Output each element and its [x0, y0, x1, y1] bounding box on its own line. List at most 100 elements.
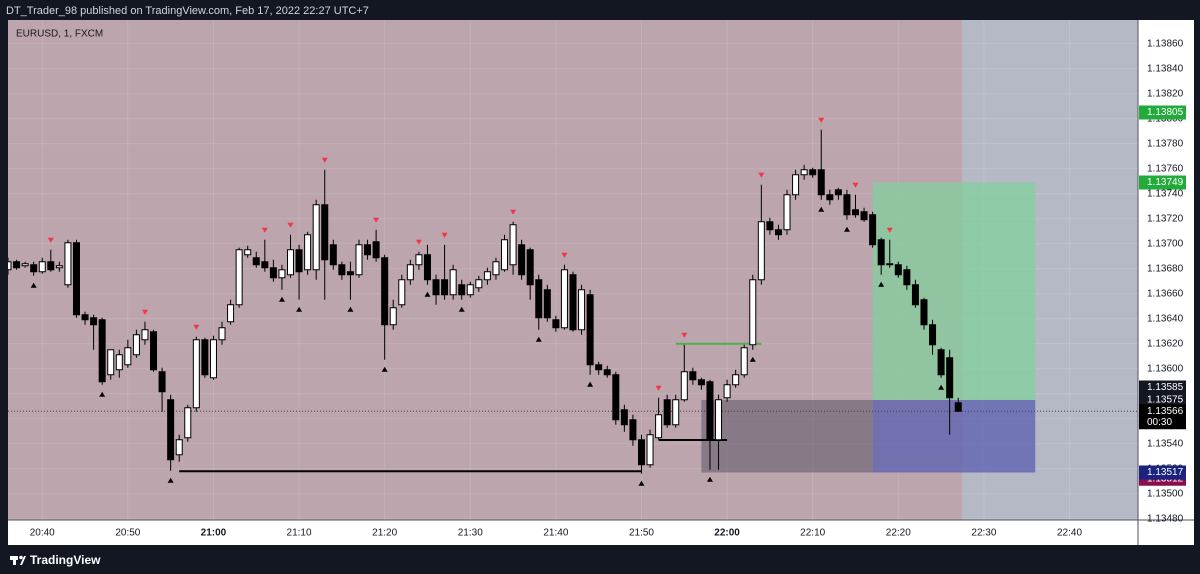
candle-body: [72, 242, 80, 316]
fractal-down: [938, 384, 945, 390]
fractal-up: [561, 252, 568, 258]
candle-body: [663, 399, 671, 426]
candle-body: [560, 269, 568, 329]
y-tick-label: 1.13660: [1147, 288, 1184, 299]
price-label-box: [1139, 465, 1186, 480]
candle-body: [346, 271, 354, 276]
candle-body: [817, 169, 825, 196]
x-tick-label: 22:00: [714, 528, 740, 539]
target-zone: [872, 182, 1036, 400]
price-label: 1.13575: [1147, 395, 1184, 406]
candle-body: [13, 261, 21, 269]
x-tick-label: 20:50: [115, 528, 140, 539]
y-tick-label: 1.13820: [1147, 88, 1184, 99]
zone-box: [701, 400, 873, 473]
candle-body: [672, 399, 680, 426]
candle-body: [295, 249, 303, 273]
candle-body: [697, 379, 705, 386]
candle-body: [184, 407, 192, 439]
fractal-down: [278, 296, 285, 302]
candle-body: [689, 371, 697, 381]
fractal-down: [818, 206, 825, 212]
candle-body: [903, 269, 911, 286]
fractal-down: [458, 306, 465, 312]
price-label: 1.13749: [1147, 177, 1184, 188]
candle-body: [595, 364, 603, 371]
y-tick-label: 1.13620: [1147, 338, 1184, 349]
candle-body: [98, 319, 106, 383]
fractal-up: [681, 332, 688, 338]
candle-body: [209, 339, 217, 379]
price-label: 1.13517: [1147, 467, 1184, 478]
price-label-box: [1139, 380, 1186, 395]
candle-body: [920, 299, 928, 326]
y-tick-label: 1.13760: [1147, 163, 1184, 174]
fractal-up: [510, 209, 517, 215]
candle-body: [175, 439, 183, 456]
candle-body: [406, 264, 414, 281]
fractal-up: [47, 237, 54, 243]
candle-body: [869, 214, 877, 246]
candle-body: [458, 284, 466, 296]
price-label-box: [1139, 175, 1186, 190]
candle-body: [269, 267, 277, 279]
candle-body: [132, 334, 140, 356]
fractal-down: [167, 477, 174, 483]
candle-body: [321, 204, 329, 261]
candle-body: [509, 224, 517, 266]
candle-body: [107, 349, 115, 376]
candle-body: [843, 194, 851, 216]
fractal-down: [424, 291, 431, 297]
candle-body: [586, 294, 594, 366]
axes: 1.134801.135001.135201.135401.135601.135…: [30, 38, 1186, 539]
candle-body: [64, 242, 72, 286]
fractal-down: [706, 476, 713, 482]
fractal-down: [878, 281, 885, 287]
candle-body: [244, 249, 252, 256]
x-tick-label: 20:40: [30, 528, 55, 539]
fractal-down: [749, 356, 756, 362]
candle-body: [569, 274, 577, 331]
candle-body: [261, 261, 269, 269]
fractal-up: [441, 232, 448, 238]
fractal-down: [638, 480, 645, 486]
candle-body: [398, 279, 406, 306]
fractal-down: [99, 391, 106, 397]
fractal-up: [193, 324, 200, 330]
candle-body: [287, 249, 294, 276]
candle-body: [441, 279, 449, 296]
candle-body: [124, 347, 132, 366]
candle-body: [449, 269, 457, 296]
candle-body: [150, 331, 158, 371]
candle-body: [55, 265, 63, 269]
candle-body: [877, 239, 885, 266]
countdown: 00:30: [1147, 417, 1172, 428]
stop-zone: [872, 400, 1036, 473]
x-tick-label: 22:20: [886, 528, 911, 539]
candle-body: [834, 189, 842, 196]
logo-part: [10, 556, 18, 560]
x-tick-label: 22:10: [800, 528, 825, 539]
x-tick-label: 22:30: [971, 528, 996, 539]
y-tick-label: 1.13480: [1147, 513, 1184, 524]
candle-body: [792, 174, 800, 196]
candle-body: [278, 269, 286, 279]
candle-body: [894, 264, 902, 276]
x-tick-label: 21:10: [287, 528, 312, 539]
candle-body: [852, 209, 859, 216]
candle-body: [432, 279, 440, 296]
fractal-up: [758, 172, 765, 178]
price-label-box: [1139, 393, 1186, 407]
symbol-label: EURUSD, 1, FXCM: [16, 29, 103, 40]
candle-body: [578, 289, 586, 331]
candle-body: [192, 339, 200, 409]
candle-body: [329, 244, 337, 266]
candle-body: [929, 324, 937, 346]
price-label: 1.13585: [1147, 382, 1184, 393]
candle-body: [372, 241, 380, 259]
candle-body: [826, 194, 834, 201]
logo-part: [19, 555, 23, 560]
footer-logo[interactable]: TradingView: [10, 553, 101, 567]
candle-body: [937, 349, 945, 376]
